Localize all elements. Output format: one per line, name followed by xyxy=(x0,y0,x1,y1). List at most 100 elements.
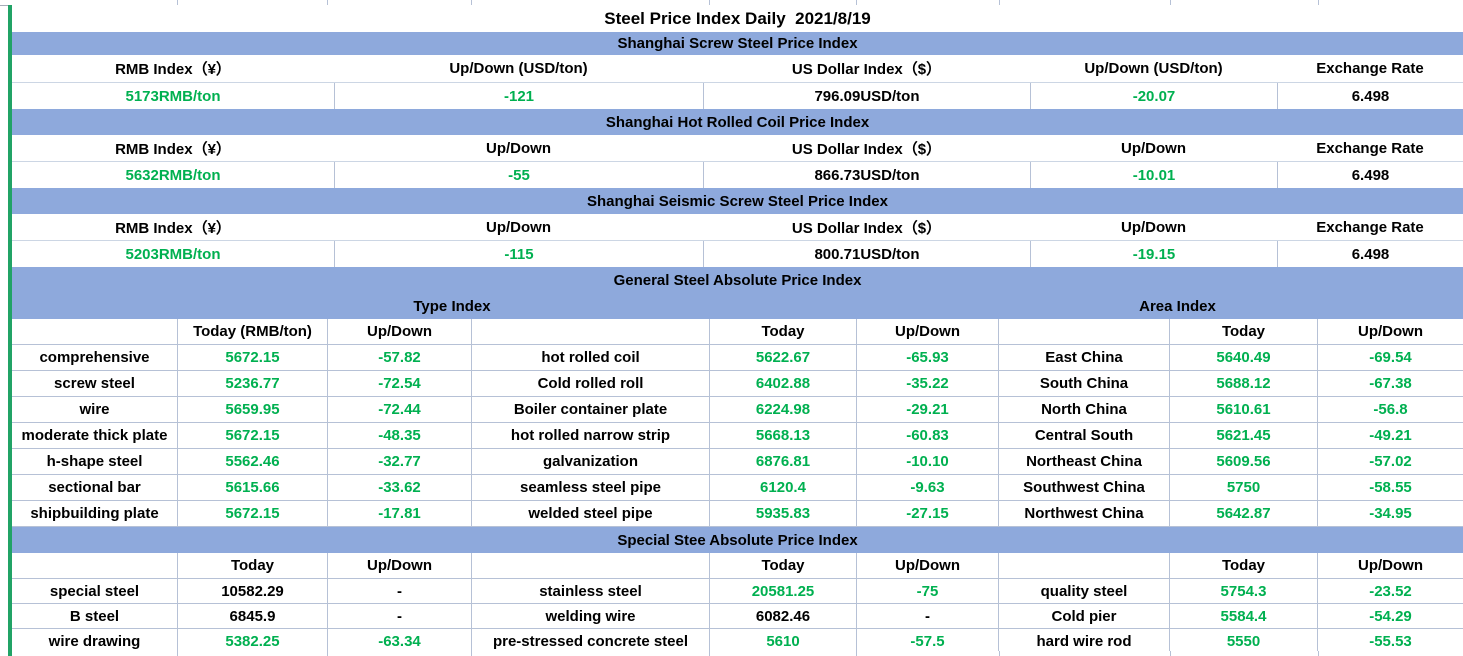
area-index-label: Area Index xyxy=(1139,297,1216,315)
col-header: RMB Index（¥） xyxy=(115,61,231,78)
row-label: Cold rolled roll xyxy=(472,371,710,397)
col-header: Up/Down (USD/ton) xyxy=(449,60,588,77)
col-header xyxy=(999,553,1170,579)
row-label: h-shape steel xyxy=(12,449,178,475)
row-label: Northwest China xyxy=(999,501,1170,527)
special-header-row: Today Up/Down Today Up/Down Today Up/Dow… xyxy=(12,553,1463,579)
value-cell: 5632RMB/ton xyxy=(125,166,221,184)
col-header xyxy=(12,319,178,345)
col-header: Up/Down xyxy=(1121,218,1186,236)
table-row: wire 5659.95 -72.44 Boiler container pla… xyxy=(12,397,1463,423)
value-cell: 5562.46 xyxy=(178,449,328,475)
col-header: Up/Down xyxy=(328,319,472,345)
value-cell: 5672.15 xyxy=(178,345,328,371)
row-label: seamless steel pipe xyxy=(472,475,710,501)
col-header: Today (RMB/ton) xyxy=(178,319,328,345)
col-header: Up/Down xyxy=(328,553,472,579)
col-header: Today xyxy=(1170,553,1318,579)
value-cell: 5610.61 xyxy=(1170,397,1318,423)
row-label: East China xyxy=(999,345,1170,371)
value-cell: -115 xyxy=(334,241,703,267)
value-cell: 6.498 xyxy=(1277,83,1463,109)
row-label: Southwest China xyxy=(999,475,1170,501)
value-cell: 6402.88 xyxy=(710,371,857,397)
col-header: Up/Down (USD/ton) xyxy=(1084,60,1223,77)
section-header-special-steel: Special Stee Absolute Price Index xyxy=(12,527,1463,553)
section-3-value-row: 5203RMB/ton -115 800.71USD/ton -19.15 6.… xyxy=(12,240,1463,267)
value-cell: - xyxy=(328,604,472,629)
type-index-label: Type Index xyxy=(413,297,491,315)
value-cell: 5688.12 xyxy=(1170,371,1318,397)
row-label: B steel xyxy=(12,604,178,629)
table-row: moderate thick plate 5672.15 -48.35 hot … xyxy=(12,423,1463,449)
value-cell: - xyxy=(328,579,472,604)
value-cell: 6876.81 xyxy=(710,449,857,475)
value-cell: 5640.49 xyxy=(1170,345,1318,371)
value-cell: -57.82 xyxy=(328,345,472,371)
value-cell: -65.93 xyxy=(857,345,999,371)
value-cell: 5672.15 xyxy=(178,501,328,527)
value-cell: -72.44 xyxy=(328,397,472,423)
section-1-header-row: RMB Index（¥） Up/Down (USD/ton) US Dollar… xyxy=(12,55,1463,82)
value-cell: 5236.77 xyxy=(178,371,328,397)
row-label: North China xyxy=(999,397,1170,423)
value-cell: -55 xyxy=(334,162,703,188)
sheet-title: Steel Price Index Daily 2021/8/19 xyxy=(12,5,1463,32)
value-cell: -69.54 xyxy=(1318,345,1463,371)
value-cell: 5622.67 xyxy=(710,345,857,371)
col-header: Up/Down xyxy=(857,319,999,345)
col-header: US Dollar Index（$） xyxy=(791,61,942,78)
value-cell: -10.01 xyxy=(1030,162,1277,188)
col-header: Up/Down xyxy=(1318,319,1463,345)
col-header: US Dollar Index（$） xyxy=(791,140,942,158)
col-header: Up/Down xyxy=(857,553,999,579)
row-label: Boiler container plate xyxy=(472,397,710,423)
value-cell: 5203RMB/ton xyxy=(125,245,221,263)
col-header: Exchange Rate xyxy=(1316,139,1424,157)
section-header-hot-rolled-coil: Shanghai Hot Rolled Coil Price Index xyxy=(12,109,1463,135)
value-cell: -17.81 xyxy=(328,501,472,527)
value-cell: -27.15 xyxy=(857,501,999,527)
value-cell: -23.52 xyxy=(1318,579,1463,604)
section-header-general-steel: General Steel Absolute Price Index xyxy=(12,267,1463,293)
value-cell: 5659.95 xyxy=(178,397,328,423)
value-cell: - xyxy=(857,604,999,629)
value-cell: 5173RMB/ton xyxy=(125,87,221,105)
value-cell: 6.498 xyxy=(1277,241,1463,267)
table-row: shipbuilding plate 5672.15 -17.81 welded… xyxy=(12,501,1463,527)
row-label: quality steel xyxy=(999,579,1170,604)
value-cell: 5584.4 xyxy=(1170,604,1318,629)
section-1-value-row: 5173RMB/ton -121 796.09USD/ton -20.07 6.… xyxy=(12,82,1463,109)
section-header-screw-steel: Shanghai Screw Steel Price Index xyxy=(12,32,1463,55)
section-2-value-row: 5632RMB/ton -55 866.73USD/ton -10.01 6.4… xyxy=(12,161,1463,188)
value-cell: 6082.46 xyxy=(710,604,857,629)
col-header: Today xyxy=(1170,319,1318,345)
table-row: special steel 10582.29 - stainless steel… xyxy=(12,579,1463,604)
row-label: Cold pier xyxy=(999,604,1170,629)
value-cell: 5621.45 xyxy=(1170,423,1318,449)
col-header: Up/Down xyxy=(486,139,551,157)
col-header xyxy=(472,553,710,579)
table-row: sectional bar 5615.66 -33.62 seamless st… xyxy=(12,475,1463,501)
value-cell: 5615.66 xyxy=(178,475,328,501)
row-label: comprehensive xyxy=(12,345,178,371)
row-label: hot rolled coil xyxy=(472,345,710,371)
value-cell: -60.83 xyxy=(857,423,999,449)
value-cell: 6.498 xyxy=(1277,162,1463,188)
value-cell: 6224.98 xyxy=(710,397,857,423)
section-header-seismic-screw: Shanghai Seismic Screw Steel Price Index xyxy=(12,188,1463,214)
value-cell: -19.15 xyxy=(1030,241,1277,267)
value-cell: 5642.87 xyxy=(1170,501,1318,527)
value-cell: -29.21 xyxy=(857,397,999,423)
value-cell: -49.21 xyxy=(1318,423,1463,449)
col-header: Up/Down xyxy=(1121,139,1186,157)
row-label: wire xyxy=(12,397,178,423)
value-cell: -75 xyxy=(857,579,999,604)
col-header xyxy=(999,319,1170,345)
col-header: Up/Down xyxy=(486,218,551,236)
row-label: sectional bar xyxy=(12,475,178,501)
row-label: South China xyxy=(999,371,1170,397)
col-header: RMB Index（¥） xyxy=(115,219,231,237)
value-cell: 5668.13 xyxy=(710,423,857,449)
